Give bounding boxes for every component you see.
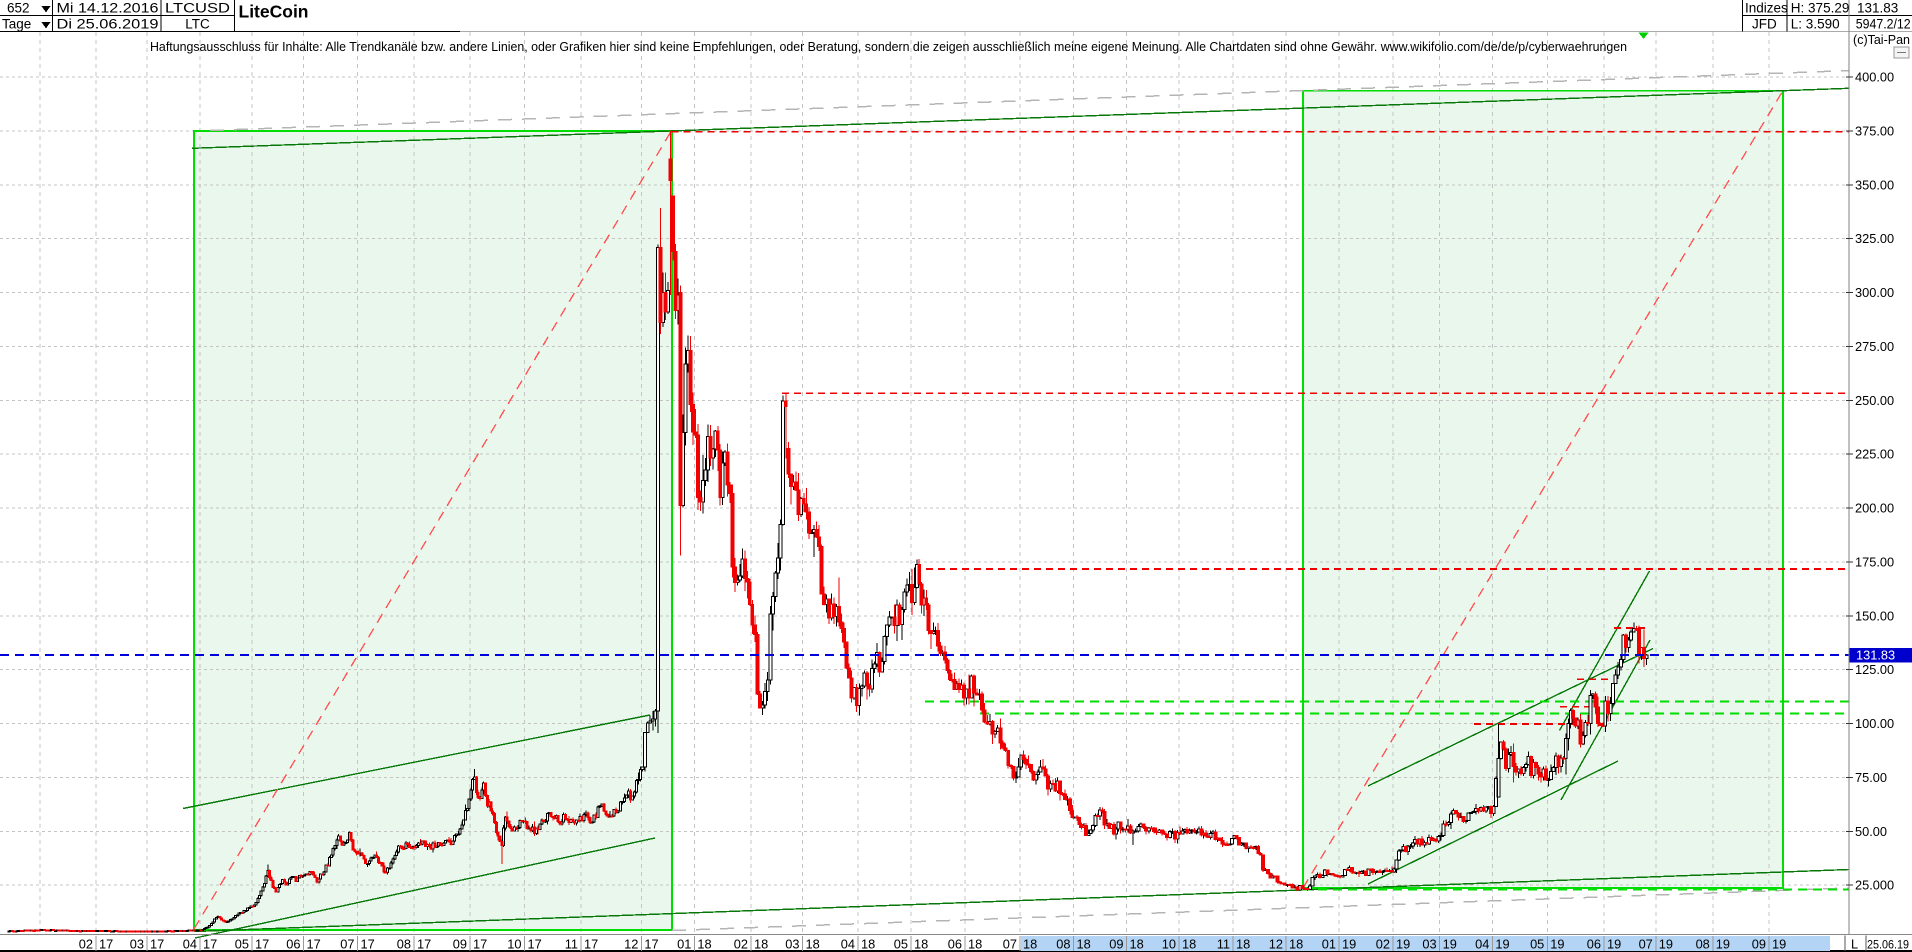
svg-text:19: 19 bbox=[1396, 937, 1410, 952]
svg-text:17: 17 bbox=[99, 937, 113, 952]
svg-text:75.00: 75.00 bbox=[1855, 770, 1887, 785]
svg-text:04: 04 bbox=[183, 937, 197, 952]
svg-text:Tage: Tage bbox=[2, 17, 31, 32]
svg-text:05: 05 bbox=[235, 937, 249, 952]
svg-text:25.06.19: 25.06.19 bbox=[1867, 938, 1909, 952]
svg-text:19: 19 bbox=[1772, 937, 1786, 952]
svg-text:652: 652 bbox=[7, 1, 30, 16]
svg-text:01: 01 bbox=[677, 937, 691, 952]
svg-text:5947.2/12: 5947.2/12 bbox=[1856, 17, 1911, 32]
svg-text:12: 12 bbox=[1269, 937, 1283, 952]
svg-text:25.000: 25.000 bbox=[1855, 878, 1894, 893]
svg-text:17: 17 bbox=[361, 937, 375, 952]
svg-text:11: 11 bbox=[565, 937, 578, 952]
svg-text:09: 09 bbox=[1109, 937, 1123, 952]
svg-text:03: 03 bbox=[130, 937, 144, 952]
svg-text:07: 07 bbox=[340, 937, 354, 952]
svg-text:Mi 14.12.2016: Mi 14.12.2016 bbox=[57, 1, 159, 16]
svg-text:18: 18 bbox=[1289, 937, 1303, 952]
svg-text:08: 08 bbox=[1056, 937, 1070, 952]
svg-text:05: 05 bbox=[894, 937, 908, 952]
svg-text:225.00: 225.00 bbox=[1855, 447, 1894, 462]
svg-text:(c)Tai-Pan: (c)Tai-Pan bbox=[1853, 33, 1910, 47]
svg-text:125.00: 125.00 bbox=[1855, 662, 1894, 677]
svg-text:H: 375.29: H: 375.29 bbox=[1791, 1, 1850, 16]
svg-text:17: 17 bbox=[644, 937, 658, 952]
svg-text:03: 03 bbox=[1422, 937, 1436, 952]
svg-text:200.00: 200.00 bbox=[1855, 501, 1894, 516]
svg-text:01: 01 bbox=[1322, 937, 1336, 952]
svg-text:19: 19 bbox=[1495, 937, 1509, 952]
svg-text:09: 09 bbox=[1752, 937, 1766, 952]
svg-text:18: 18 bbox=[697, 937, 711, 952]
svg-text:17: 17 bbox=[307, 937, 321, 952]
svg-text:175.00: 175.00 bbox=[1855, 554, 1894, 569]
svg-text:04: 04 bbox=[841, 937, 855, 952]
svg-text:02: 02 bbox=[79, 937, 93, 952]
svg-text:04: 04 bbox=[1475, 937, 1489, 952]
svg-text:06: 06 bbox=[948, 937, 962, 952]
svg-text:Indizes: Indizes bbox=[1745, 1, 1788, 16]
svg-text:19: 19 bbox=[1550, 937, 1564, 952]
svg-text:400.00: 400.00 bbox=[1855, 70, 1894, 85]
svg-text:L: L bbox=[1851, 937, 1858, 952]
svg-text:250.00: 250.00 bbox=[1855, 393, 1894, 408]
svg-text:150.00: 150.00 bbox=[1855, 608, 1894, 623]
svg-text:18: 18 bbox=[1236, 937, 1250, 952]
svg-text:131.83: 131.83 bbox=[1857, 1, 1898, 16]
svg-text:100.00: 100.00 bbox=[1855, 716, 1894, 731]
svg-text:LiteCoin: LiteCoin bbox=[239, 2, 309, 22]
svg-text:03: 03 bbox=[785, 937, 799, 952]
svg-text:08: 08 bbox=[397, 937, 411, 952]
svg-text:07: 07 bbox=[1003, 937, 1017, 952]
svg-text:02: 02 bbox=[734, 937, 748, 952]
svg-text:12: 12 bbox=[624, 937, 638, 952]
svg-text:50.00: 50.00 bbox=[1855, 824, 1887, 839]
svg-text:17: 17 bbox=[584, 937, 598, 952]
svg-text:LTCUSD: LTCUSD bbox=[165, 1, 230, 16]
svg-text:10: 10 bbox=[507, 937, 521, 952]
svg-text:17: 17 bbox=[417, 937, 431, 952]
svg-text:325.00: 325.00 bbox=[1855, 231, 1894, 246]
svg-text:05: 05 bbox=[1530, 937, 1544, 952]
svg-text:275.00: 275.00 bbox=[1855, 339, 1894, 354]
svg-text:L: 3.590: L: 3.590 bbox=[1791, 17, 1840, 32]
svg-text:18: 18 bbox=[1023, 937, 1037, 952]
svg-text:18: 18 bbox=[1182, 937, 1196, 952]
svg-text:350.00: 350.00 bbox=[1855, 177, 1894, 192]
svg-text:JFD: JFD bbox=[1752, 17, 1777, 32]
svg-text:17: 17 bbox=[473, 937, 487, 952]
svg-text:19: 19 bbox=[1342, 937, 1356, 952]
svg-text:18: 18 bbox=[861, 937, 875, 952]
svg-text:09: 09 bbox=[453, 937, 467, 952]
svg-text:375.00: 375.00 bbox=[1855, 123, 1894, 138]
svg-text:Haftungsausschluss für Inhalte: Haftungsausschluss für Inhalte: Alle Tre… bbox=[150, 39, 1627, 54]
svg-text:19: 19 bbox=[1607, 937, 1621, 952]
svg-text:17: 17 bbox=[150, 937, 164, 952]
svg-text:17: 17 bbox=[203, 937, 217, 952]
svg-text:11: 11 bbox=[1217, 937, 1230, 952]
svg-text:LTC: LTC bbox=[185, 17, 210, 32]
svg-text:18: 18 bbox=[1077, 937, 1091, 952]
svg-text:18: 18 bbox=[754, 937, 768, 952]
svg-text:10: 10 bbox=[1162, 937, 1176, 952]
svg-text:300.00: 300.00 bbox=[1855, 285, 1894, 300]
svg-text:19: 19 bbox=[1443, 937, 1457, 952]
svg-text:06: 06 bbox=[1587, 937, 1601, 952]
svg-text:Di 25.06.2019: Di 25.06.2019 bbox=[57, 17, 159, 32]
svg-text:19: 19 bbox=[1659, 937, 1673, 952]
svg-text:18: 18 bbox=[968, 937, 982, 952]
svg-text:06: 06 bbox=[286, 937, 300, 952]
svg-text:18: 18 bbox=[806, 937, 820, 952]
svg-text:18: 18 bbox=[914, 937, 928, 952]
svg-text:17: 17 bbox=[255, 937, 269, 952]
svg-text:131.83: 131.83 bbox=[1856, 648, 1895, 663]
svg-text:02: 02 bbox=[1376, 937, 1390, 952]
svg-text:19: 19 bbox=[1716, 937, 1730, 952]
svg-text:17: 17 bbox=[528, 937, 542, 952]
svg-text:08: 08 bbox=[1696, 937, 1710, 952]
svg-text:07: 07 bbox=[1639, 937, 1653, 952]
svg-text:18: 18 bbox=[1130, 937, 1144, 952]
